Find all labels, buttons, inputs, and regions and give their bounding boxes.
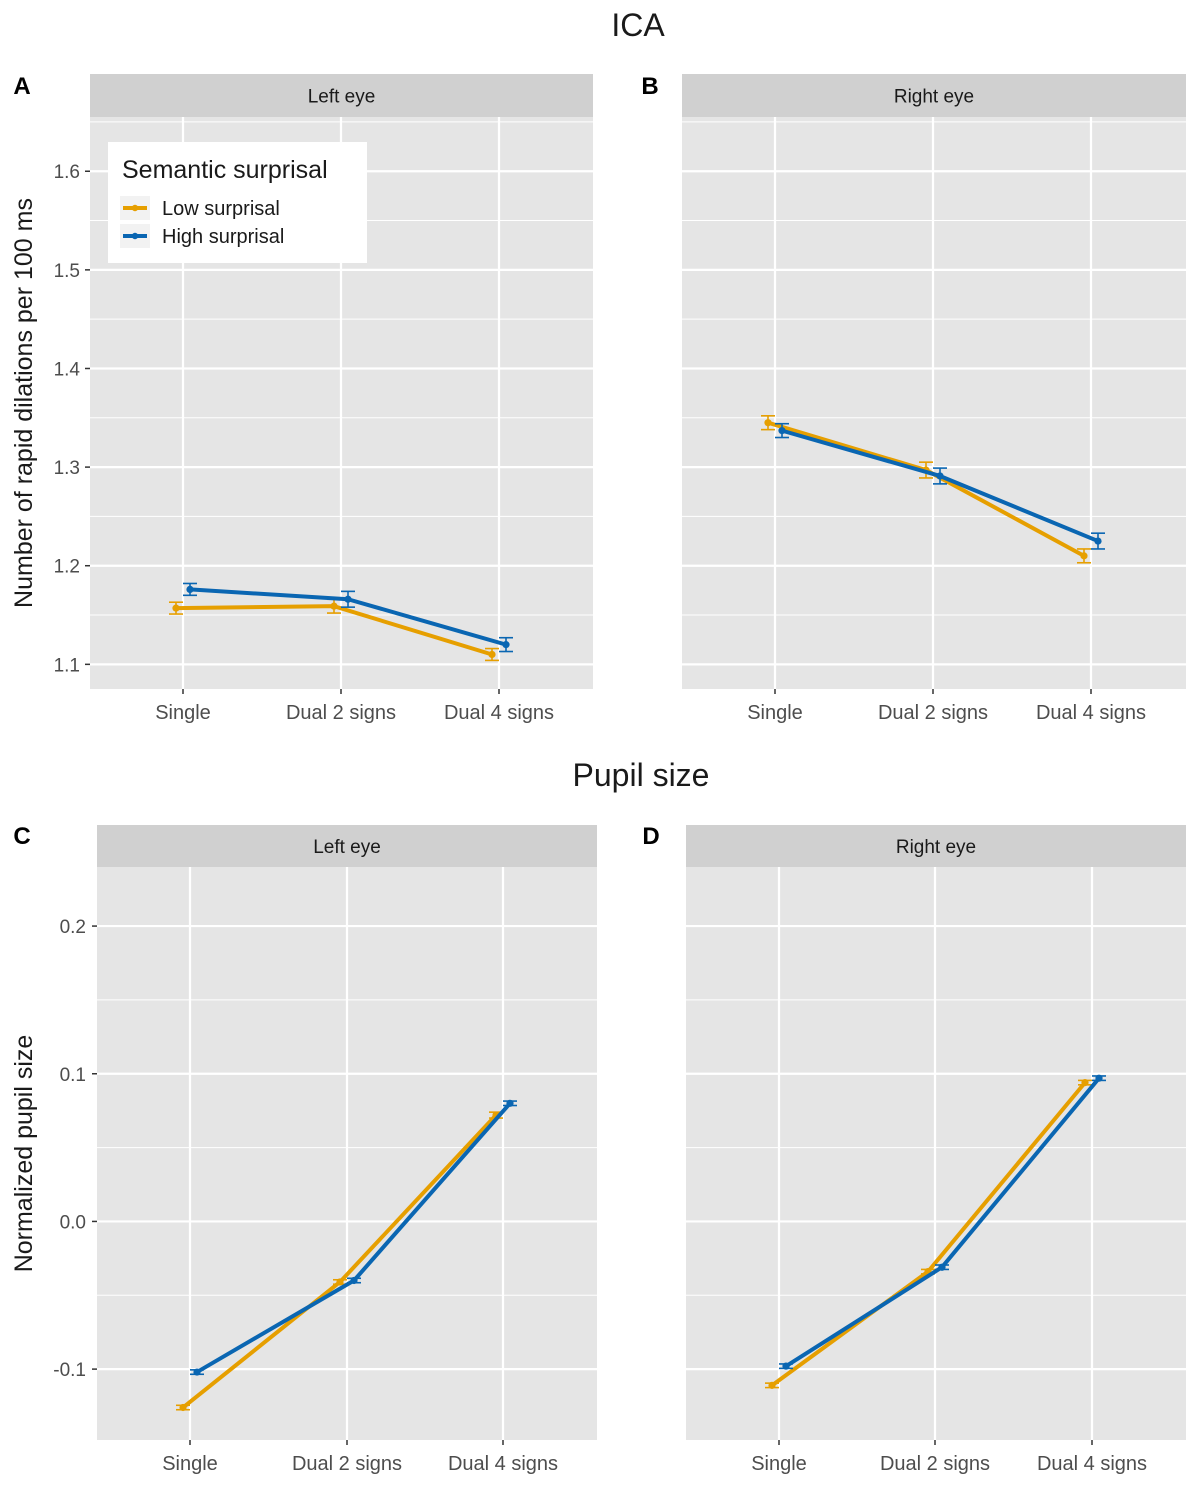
panel-b-point-low [1080, 552, 1088, 560]
panel-a-xtick-label: Dual 2 signs [286, 702, 396, 724]
panel-a-ytick-label: 1.4 [54, 359, 81, 380]
panel-c-ytick-label: -0.1 [53, 1360, 86, 1381]
panel-a-xtick-label: Dual 4 signs [444, 702, 554, 724]
panel-a-strip [90, 74, 593, 117]
panel-b-xtick-label: Dual 2 signs [878, 702, 988, 724]
panel-a-label: A [13, 73, 30, 100]
section-title-pupil-size: Pupil size [573, 757, 710, 793]
panel-c-xtick-label: Dual 2 signs [292, 1453, 402, 1475]
panel-a-ytick-label: 1.2 [54, 557, 80, 578]
legend-item-high: High surprisal [162, 226, 284, 248]
panel-c: C Left eye -0.1 0.0 0.1 0.2 Single Dual 2 signs… [10, 823, 597, 1475]
panel-a: A Left eye 1.1 1.2 1.3 1.4 1.5 1.6 Single Dual 2 … [10, 73, 593, 724]
panel-c-label: C [13, 823, 30, 850]
legend-key-point-low [131, 204, 139, 212]
panel-d-xtick-label: Dual 4 signs [1037, 1453, 1147, 1475]
panel-b-label: B [641, 73, 658, 100]
panel-b-strip-label: Right eye [894, 87, 974, 108]
panel-d-point-low [768, 1381, 776, 1389]
panel-a-ytick-label: 1.5 [54, 261, 80, 282]
panel-b-point-high [778, 427, 786, 435]
panel-b-strip [682, 74, 1186, 117]
panel-c-ytick-label: 0.2 [60, 917, 86, 938]
panel-c-ytick-label: 0.0 [60, 1212, 86, 1233]
panel-d-xtick-label: Dual 2 signs [880, 1453, 990, 1475]
panel-a-ytick-label: 1.1 [54, 655, 80, 676]
panel-d-point-high [938, 1263, 946, 1271]
panel-a-point-high [344, 595, 352, 603]
panel-a-point-low [172, 604, 180, 612]
panel-a-ytick-label: 1.3 [54, 458, 80, 479]
panel-b-point-high [1094, 537, 1102, 545]
panel-c-point-low [179, 1403, 187, 1412]
panel-c-strip [97, 825, 597, 867]
panel-c-point-high [350, 1276, 358, 1285]
section-title-ica: ICA [611, 7, 665, 43]
panel-a-ytick-label: 1.6 [54, 162, 80, 183]
legend-box [108, 142, 367, 263]
panel-a-point-low [488, 650, 496, 659]
panel-c-point-low [336, 1278, 344, 1286]
panel-c-ytick-label: 0.1 [60, 1065, 86, 1086]
panel-d-point-high [1095, 1074, 1103, 1082]
panel-d-strip [686, 825, 1186, 867]
panel-a-xtick-label: Single [155, 702, 211, 724]
panel-b-point-high [936, 472, 944, 480]
panel-b-xtick-label: Dual 4 signs [1036, 702, 1146, 724]
panel-c-point-high [193, 1368, 201, 1376]
panel-a-point-low [330, 602, 338, 610]
panel-c-xtick-label: Single [162, 1453, 218, 1475]
panel-d-strip-label: Right eye [896, 837, 976, 858]
panel-d-point-low [1081, 1079, 1089, 1087]
panel-d-label: D [642, 823, 659, 850]
legend-title: Semantic surprisal [122, 156, 328, 184]
panel-c-y-axis-title: Normalized pupil size [10, 1035, 38, 1273]
panel-a-strip-label: Left eye [308, 87, 376, 108]
panel-c-strip-label: Left eye [313, 837, 381, 858]
panel-b-xtick-label: Single [747, 702, 803, 724]
panel-c-xtick-label: Dual 4 signs [448, 1453, 558, 1475]
panel-a-point-high [186, 585, 194, 593]
panel-d: D Right eye Single Dual 2 signs Dual 4 signs [642, 823, 1186, 1475]
panel-c-point-high [506, 1099, 514, 1107]
panel-b: B Right eye Single Dual 2 signs Dual 4 signs [641, 73, 1186, 724]
panel-d-point-high [782, 1362, 790, 1370]
legend-key-point-high [131, 232, 139, 240]
legend-item-low: Low surprisal [162, 198, 280, 220]
panel-b-point-low [764, 419, 772, 427]
panel-a-y-axis-title: Number of rapid dilations per 100 ms [10, 198, 38, 608]
panel-d-xtick-label: Single [751, 1453, 807, 1475]
legend: Semantic surprisal Low surprisal High surp… [108, 142, 367, 263]
panel-a-point-high [502, 641, 510, 649]
